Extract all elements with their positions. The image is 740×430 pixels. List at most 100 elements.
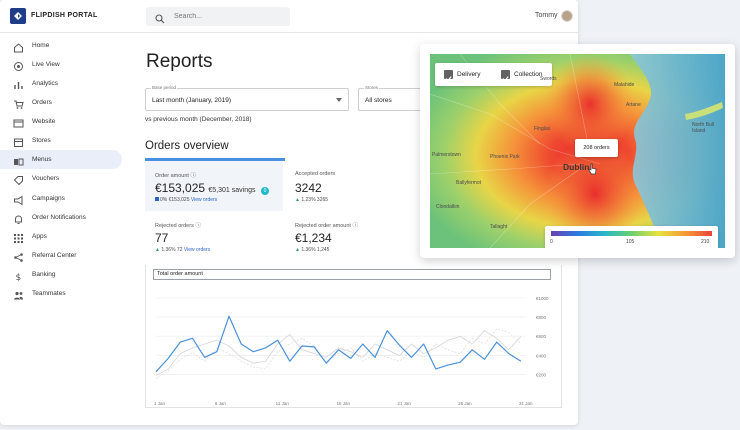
x-tick-label: 6 Jan — [215, 401, 227, 406]
sidebar-item-teammates[interactable]: Teammates — [0, 284, 122, 303]
x-tick-label: 31 Jan — [519, 401, 533, 406]
sidebar-item-label: Order Notifications — [32, 214, 86, 221]
legend-square-icon — [155, 197, 159, 201]
heatmap-map[interactable]: Delivery Collection Malahide Swords Artane… — [430, 54, 725, 248]
y-tick-label: €400 — [536, 353, 547, 358]
sidebar-item-website[interactable]: Website — [0, 112, 122, 131]
place-label: Swords — [540, 76, 557, 82]
vouchers-icon — [13, 173, 24, 186]
scale-mid: 105 — [626, 239, 635, 245]
selected-tab-indicator — [145, 158, 285, 161]
stores-label: Stores — [364, 85, 380, 90]
place-label: Palmerstown — [432, 152, 461, 158]
base-period-select[interactable]: Base period Last month (January, 2019) — [145, 85, 349, 111]
place-label: Clondalkin — [436, 204, 460, 210]
place-label: North Bull Island — [692, 122, 714, 134]
stat-label: Rejected order amount ⓘ — [295, 223, 358, 229]
delivery-checkbox[interactable] — [444, 70, 453, 82]
notifications-icon — [13, 212, 24, 224]
sidebar-item-analytics[interactable]: Analytics — [0, 74, 122, 93]
avatar[interactable] — [561, 10, 573, 22]
arrow-up-icon: ▲ — [295, 247, 300, 253]
sidebar-item-menus[interactable]: Menus — [0, 150, 122, 169]
sidebar-item-label: Website — [32, 118, 56, 125]
stat-sub: ▲ 1.36% 72 View orders — [155, 247, 211, 253]
map-tooltip: 208 orders — [575, 139, 618, 157]
teammates-icon — [13, 288, 24, 300]
stat-sub: ▲ 1.23% 3265 — [295, 197, 329, 203]
x-tick-label: 1 Jan — [154, 401, 166, 406]
website-icon — [13, 116, 24, 128]
stores-icon — [13, 135, 24, 147]
stats-panel: Order amount ⓘ €153,025 €5,301 savings 0… — [145, 158, 562, 262]
arrow-up-icon: ▲ — [295, 197, 300, 203]
place-label: Ballyfermot — [456, 180, 482, 186]
sidebar-item-campaigns[interactable]: Campaigns — [0, 189, 122, 208]
cursor-icon — [588, 163, 597, 175]
user-name[interactable]: Tommy — [535, 12, 558, 19]
collection-checkbox[interactable] — [501, 70, 510, 82]
place-label: Tallaght — [490, 224, 508, 230]
y-tick-label: €600 — [536, 334, 547, 339]
sidebar-item-label: Analytics — [32, 80, 59, 87]
search-bar[interactable] — [146, 7, 290, 26]
collection-label[interactable]: Collection — [514, 71, 543, 78]
sidebar-item-label: Live View — [32, 61, 60, 68]
base-period-label: Base period — [151, 85, 178, 90]
main-content: Reports Base period Last month (January,… — [128, 33, 578, 425]
sidebar-item-apps[interactable]: Apps — [0, 227, 122, 246]
view-orders-link[interactable]: View orders — [190, 197, 218, 203]
stat-accepted-orders[interactable]: Accepted orders 3242 ▲ 1.23% 3265 — [285, 161, 423, 211]
apps-icon — [13, 231, 24, 243]
stat-order-amount[interactable]: Order amount ⓘ €153,025 €5,301 savings 0… — [145, 161, 283, 211]
chart-title[interactable]: Total order amount — [153, 269, 551, 280]
sidebar-item-label: Campaigns — [32, 195, 65, 202]
stat-rejected-amount[interactable]: Rejected order amount ⓘ €1,234 ▲ 1.36% 1… — [285, 211, 423, 261]
base-period-value: Last month (January, 2019) — [152, 97, 232, 104]
comparison-text: vs previous month (December, 2018) — [145, 116, 252, 123]
sidebar-item-label: Referral Center — [32, 252, 77, 259]
sidebar-item-referral-center[interactable]: Referral Center — [0, 246, 122, 265]
sidebar-item-stores[interactable]: Stores — [0, 131, 122, 150]
home-icon — [13, 40, 24, 53]
place-label: Finglas — [534, 126, 551, 132]
top-bar: FLIPDISH PORTAL Tommy — [0, 0, 578, 33]
sidebar-item-label: Home — [32, 42, 50, 49]
heatmap-surface — [430, 54, 725, 248]
live-view-icon — [13, 59, 24, 71]
search-input[interactable] — [174, 10, 284, 23]
scale-max: 210 — [701, 239, 710, 245]
stat-label: Order amount ⓘ — [155, 173, 196, 179]
referral-icon — [13, 250, 24, 262]
scale-min: 0 — [550, 239, 553, 245]
sidebar-item-home[interactable]: Home — [0, 36, 122, 55]
color-scale-bar — [551, 231, 712, 236]
stat-rejected-orders[interactable]: Rejected orders ⓘ 77 ▲ 1.36% 72 View ord… — [145, 211, 283, 261]
sidebar-item-label: Orders — [32, 99, 52, 106]
savings-text: €5,301 savings — [208, 187, 256, 194]
flipdish-logo-icon[interactable] — [10, 8, 26, 24]
stat-label: Rejected orders ⓘ — [155, 223, 201, 229]
sidebar-item-banking[interactable]: $ Banking — [0, 265, 122, 284]
stat-label: Accepted orders — [295, 171, 336, 177]
y-tick-label: €1000 — [536, 296, 549, 301]
series-line-0 — [155, 315, 522, 373]
stat-sub: 0% €153,025 View orders — [155, 197, 217, 203]
sidebar-item-order-notifications[interactable]: Order Notifications — [0, 208, 122, 227]
view-orders-link[interactable]: View orders — [183, 247, 211, 253]
info-badge: 0 — [261, 187, 269, 195]
stores-select[interactable]: Stores All stores — [358, 85, 424, 111]
app-name: FLIPDISH PORTAL — [31, 12, 98, 19]
sidebar-item-vouchers[interactable]: Vouchers — [0, 169, 122, 188]
menus-icon — [13, 154, 24, 166]
series-line-1 — [155, 330, 522, 376]
sidebar-item-label: Menus — [32, 156, 52, 163]
stat-value: €1,234 — [295, 231, 332, 245]
analytics-icon — [13, 78, 24, 89]
chart-card: Total order amount €1000 €800 €600 €400 €200… — [145, 265, 562, 408]
color-scale: 0 105 210 — [545, 226, 718, 248]
delivery-label[interactable]: Delivery — [457, 71, 481, 78]
sidebar-item-live-view[interactable]: Live View — [0, 55, 122, 74]
sidebar-item-orders[interactable]: Orders — [0, 93, 122, 112]
stat-sub: ▲ 1.36% 1,245 — [295, 247, 330, 253]
